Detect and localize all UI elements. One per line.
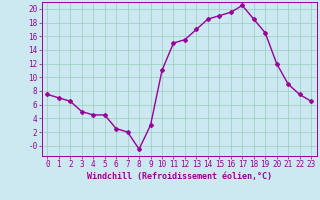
X-axis label: Windchill (Refroidissement éolien,°C): Windchill (Refroidissement éolien,°C) [87,172,272,181]
